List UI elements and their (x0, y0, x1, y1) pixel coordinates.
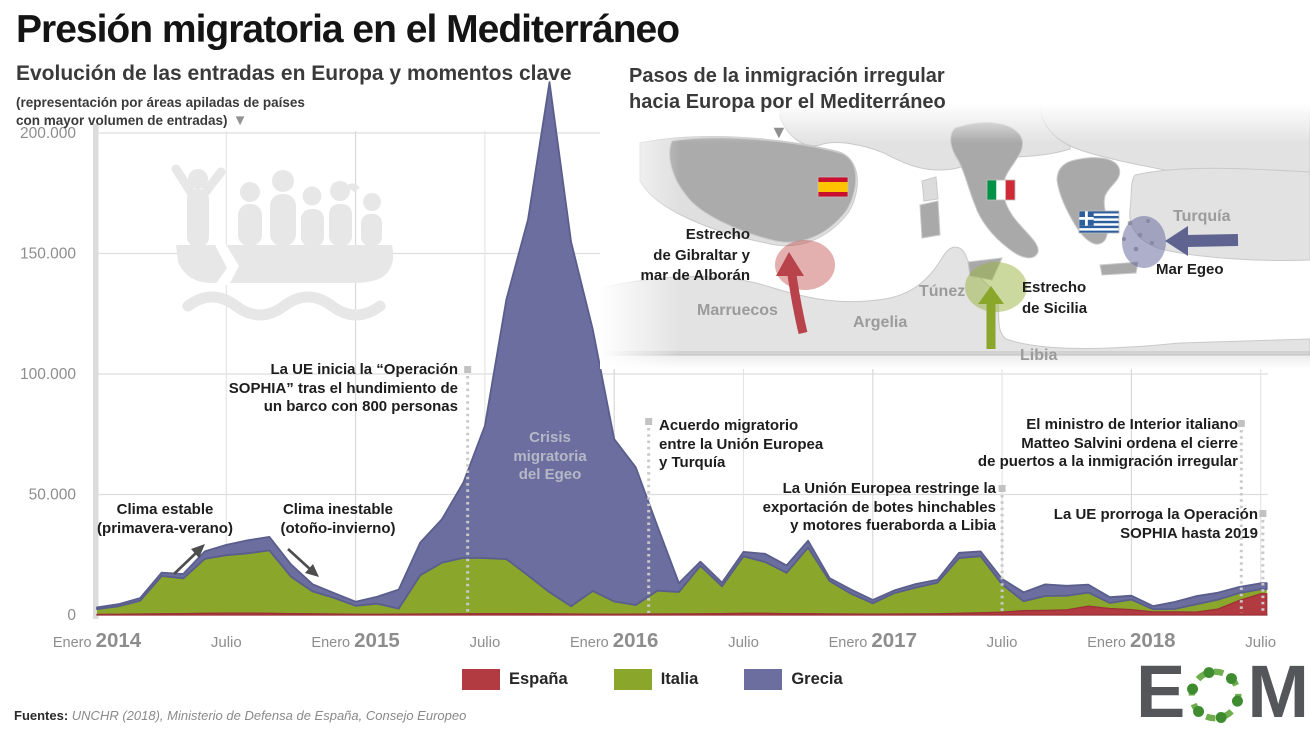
map-label-egeo: Mar Egeo (1156, 261, 1224, 278)
map-shadow (600, 351, 1310, 369)
annotation-clima-estable: Clima estable (primavera-verano) (97, 501, 233, 537)
svg-text:Julio: Julio (728, 634, 759, 651)
area-grecia (96, 81, 1268, 611)
svg-text:Julio: Julio (987, 634, 1018, 651)
svg-text:50.000: 50.000 (29, 487, 77, 504)
sources-footer: Fuentes: UNCHR (2018), Ministerio de Def… (14, 708, 466, 723)
legend-item-italia: Italia (613, 669, 699, 690)
boat-watermark-icon (171, 164, 394, 321)
legend-swatch-grecia (744, 669, 783, 690)
flag-greece-icon (1078, 210, 1120, 234)
eom-logo: E M (1136, 650, 1309, 733)
chart-subtitle: Evolución de las entradas en Europa y mo… (16, 62, 572, 85)
arrowhead-gibraltar (776, 252, 804, 276)
annotation-botes: La Unión Europea restringe la exportació… (762, 480, 996, 535)
page-title: Presión migratoria en el Mediterráneo (16, 8, 680, 51)
route-ellipse-sicilia (965, 262, 1027, 312)
legend-item-espana: España (462, 669, 568, 690)
sources-prefix: Fuentes: (14, 708, 69, 723)
chart-areas (96, 81, 1268, 616)
eom-letter-m: M (1247, 650, 1309, 733)
route-arrows (776, 226, 1239, 349)
flag-spain-icon (817, 176, 849, 198)
arrow-egeo-icon (1185, 234, 1239, 247)
map-label-gibraltar: Estrecho de Gibraltar y mar de Alborán (640, 226, 750, 285)
map-label-marruecos: Marruecos (697, 302, 778, 319)
annotation-sophia: La UE inicia la “Operación SOPHIA” tras … (228, 361, 458, 416)
chart-note-text: (representación por áreas apiladas de pa… (16, 95, 305, 129)
svg-text:Julio: Julio (469, 634, 500, 651)
map-label-argelia: Argelia (853, 314, 908, 331)
flag-italy-icon (986, 179, 1016, 201)
event-dotted-lines (464, 366, 1267, 613)
map-label-tunez: Túnez (919, 283, 966, 300)
route-ellipse-egeo (1122, 216, 1166, 268)
svg-text:100.000: 100.000 (20, 366, 76, 383)
area-italia (97, 547, 1267, 615)
svg-text:Enero 2018: Enero 2018 (1087, 629, 1175, 652)
eom-letter-e: E (1136, 650, 1185, 733)
legend-label-italia: Italia (660, 670, 699, 688)
axis-tick-labels: Enero 2014 Julio Enero 2015 Julio Enero 2016… (20, 125, 1276, 652)
svg-text:0: 0 (67, 607, 76, 624)
svg-text:Julio: Julio (1245, 634, 1276, 651)
annotation-clima-inestable: Clima inestable (otoño-invierno) (280, 501, 396, 537)
map-label-turquia: Turquía (1173, 208, 1231, 225)
legend-swatch-espana (462, 669, 500, 690)
eom-o-dashed-circle-icon (1187, 667, 1244, 723)
area-espana (96, 593, 1268, 616)
legend-label-espana: España (509, 670, 568, 688)
svg-text:Julio: Julio (211, 634, 242, 651)
legend-swatch-italia (613, 669, 652, 690)
arrowhead-egeo (1165, 226, 1188, 256)
chart-note: (representación por áreas apiladas de pa… (16, 94, 305, 130)
svg-text:Enero 2017: Enero 2017 (829, 629, 917, 652)
svg-text:150.000: 150.000 (20, 246, 76, 263)
map-top-fade (600, 103, 1310, 143)
map-sardinia (919, 200, 941, 239)
map-crete (1099, 261, 1139, 276)
map-label-sicilia: Estrecho de Sicilia (1022, 279, 1088, 317)
legend-label-grecia: Grecia (791, 670, 843, 688)
map-north-africa (600, 246, 1310, 356)
annotation-prorroga: La UE prorroga la Operación SOPHIA hasta… (1053, 506, 1258, 542)
annotation-salvini: El ministro de Interior italiano Matteo … (977, 416, 1238, 471)
map-title: Pasos de la inmigración irregular hacia … (629, 65, 946, 113)
down-triangle-icon: ▼ (770, 122, 788, 142)
down-triangle-icon: ▼ (232, 112, 248, 130)
svg-text:Enero 2014: Enero 2014 (53, 629, 142, 652)
annotation-acuerdo: Acuerdo migratorio entre la Unión Europe… (659, 417, 824, 472)
map-corsica (921, 176, 939, 202)
svg-text:Enero 2015: Enero 2015 (311, 629, 399, 652)
map-label-libia: Libia (1020, 347, 1058, 364)
svg-text:Enero 2016: Enero 2016 (570, 629, 658, 652)
legend-item-grecia: Grecia (744, 669, 843, 690)
mediterranean-map (600, 103, 1310, 369)
map-left-fade (600, 103, 680, 369)
sources-text: UNCHR (2018), Ministerio de Defensa de E… (68, 708, 467, 723)
svg-text:200.000: 200.000 (20, 125, 76, 142)
arrowhead-sicilia (978, 286, 1004, 304)
annotation-crisis-egeo: Crisis migratoria del Egeo (513, 429, 587, 484)
trend-arrows (173, 544, 319, 577)
chart-legend: España Italia Grecia (462, 669, 843, 690)
arrow-gibraltar-icon (787, 274, 808, 335)
